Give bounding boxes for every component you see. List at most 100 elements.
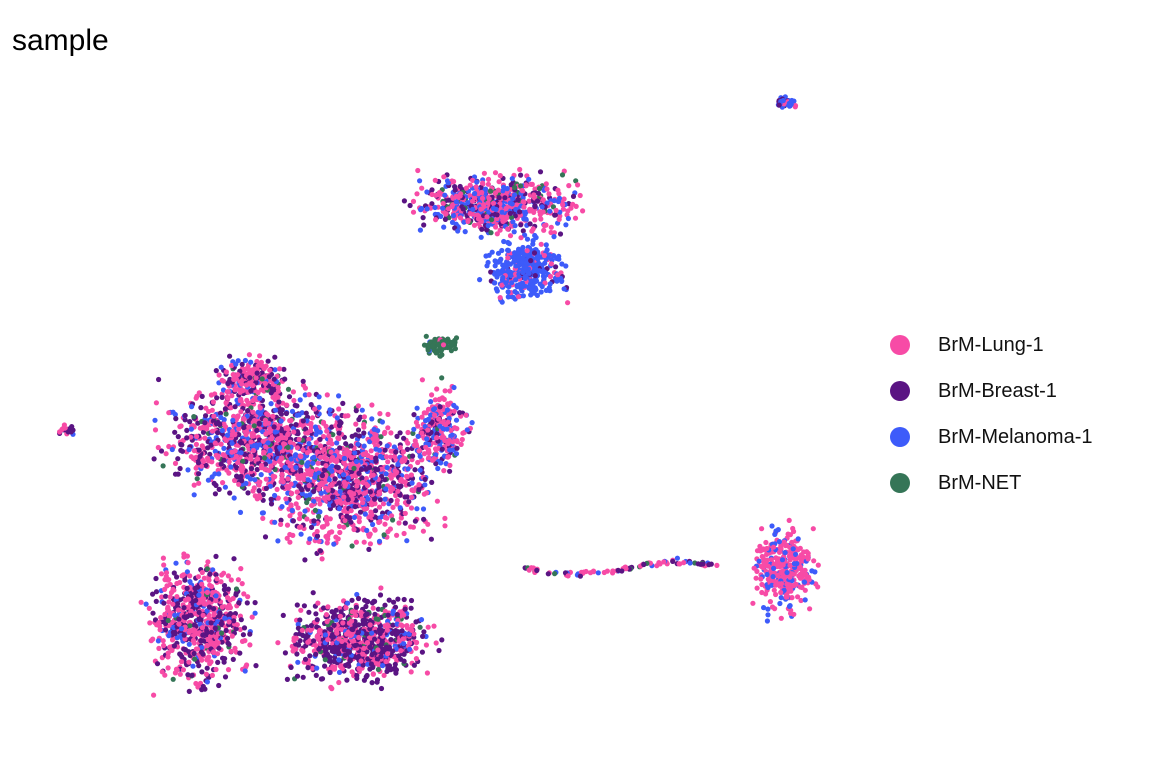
cell-point (279, 471, 285, 477)
cell-point (239, 464, 246, 470)
cell-point (505, 226, 511, 232)
cell-point (401, 612, 407, 618)
cell-point (286, 394, 293, 400)
cell-point (561, 286, 567, 292)
cell-point (297, 397, 303, 403)
cell-point (245, 490, 251, 496)
cell-point (248, 466, 255, 472)
cell-point (489, 249, 495, 255)
cell-point (560, 206, 567, 212)
cell-point (284, 535, 290, 541)
cell-point (442, 192, 448, 198)
cell-point (404, 538, 410, 544)
cell-point (330, 432, 336, 438)
cell-point (379, 419, 385, 425)
cell-point (394, 469, 400, 475)
cell-point (333, 534, 339, 540)
cell-point (460, 206, 466, 212)
cell-point (228, 405, 234, 411)
cell-point (240, 458, 246, 464)
cell-point (252, 477, 258, 483)
cell-point (237, 626, 243, 633)
cell-point (494, 216, 500, 222)
cell-point (170, 409, 176, 415)
cell-point (337, 497, 343, 504)
cell-point (156, 620, 162, 626)
cell-point (429, 419, 435, 425)
cell-point (171, 643, 177, 649)
cell-point (282, 376, 288, 382)
cell-point (194, 476, 200, 482)
cell-point (385, 459, 391, 465)
cell-point (365, 483, 371, 489)
cell-point (148, 638, 154, 644)
cell-point (538, 216, 544, 222)
cell-point (237, 650, 243, 656)
cell-point (520, 228, 526, 234)
cell-point (398, 648, 404, 654)
cell-point (532, 217, 538, 223)
cell-point (418, 617, 425, 623)
cell-point (158, 615, 164, 621)
cell-point (348, 443, 354, 449)
cell-point (259, 363, 265, 369)
cell-point (336, 657, 342, 663)
cell-point (212, 491, 218, 497)
cell-point (499, 213, 505, 220)
cell-point (235, 372, 241, 378)
cell-point (519, 283, 525, 289)
cell-point (375, 647, 381, 653)
cell-point (385, 612, 391, 618)
cell-point (368, 448, 374, 454)
cell-point (257, 411, 263, 417)
cell-point (526, 285, 532, 291)
cell-point (381, 672, 387, 679)
cell-point (351, 465, 357, 471)
cell-point (333, 607, 339, 613)
cell-point (441, 468, 447, 474)
cell-point (351, 526, 357, 533)
cell-point (208, 659, 214, 665)
cell-point (199, 443, 205, 449)
cell-point (523, 183, 529, 189)
cell-point (436, 397, 442, 403)
cell-point (191, 492, 197, 498)
cell-point (414, 506, 420, 512)
cell-point (555, 277, 561, 283)
cell-point (186, 649, 192, 655)
cell-point (375, 666, 381, 673)
cell-point (287, 513, 293, 519)
cell-point (556, 195, 563, 201)
cell-point (275, 436, 281, 442)
cell-point (211, 612, 217, 618)
cell-point (366, 546, 372, 553)
cell-point (449, 219, 456, 225)
cell-point (208, 442, 214, 448)
cell-point (420, 528, 426, 534)
cell-point (187, 573, 193, 579)
cell-point (186, 641, 192, 647)
cell-point (237, 509, 244, 515)
cell-point (297, 453, 303, 459)
cell-point (375, 606, 381, 612)
cell-point (327, 407, 333, 413)
cell-point (245, 443, 251, 449)
cell-point (389, 513, 395, 519)
cell-point (533, 234, 539, 241)
cell-point (218, 579, 224, 585)
cell-point (232, 404, 238, 410)
cell-point (442, 388, 448, 394)
cell-point (241, 424, 247, 431)
cell-point (479, 195, 486, 201)
cell-point (195, 460, 202, 466)
cell-point (380, 501, 387, 507)
cell-point (147, 620, 153, 626)
cell-point (349, 618, 355, 624)
cell-point (398, 515, 404, 521)
cell-point (245, 424, 252, 430)
cell-point (524, 236, 531, 242)
cell-point (376, 447, 383, 453)
cell-point (388, 430, 394, 436)
cell-point (481, 202, 487, 208)
cell-point (337, 529, 343, 536)
